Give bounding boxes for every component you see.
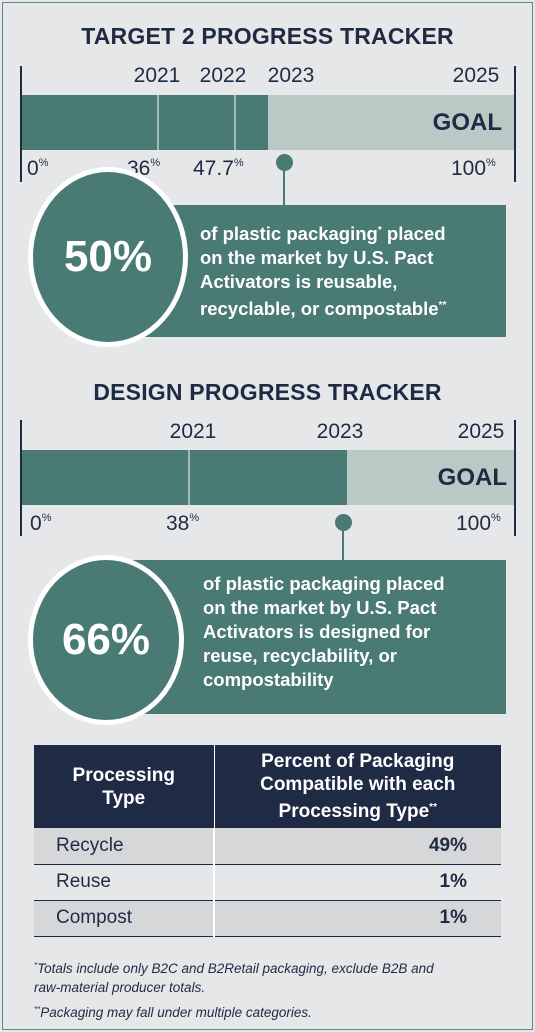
target2-divider-2021 [157, 95, 159, 150]
design-year-2023: 2023 [316, 420, 364, 443]
design-year-2021: 2021 [169, 420, 217, 443]
table-header-percent: Percent of Packaging Compatible with eac… [214, 745, 501, 828]
target2-stat-value: 50% [63, 232, 153, 281]
table-cell-percent: 49% [214, 828, 501, 865]
target2-stat-circle: 50% [28, 167, 188, 347]
table-cell-type: Reuse [34, 864, 215, 901]
design-stat-value: 66% [61, 615, 151, 664]
processing-type-table: Processing Type Percent of Packaging Com… [34, 745, 501, 937]
table-cell-type: Recycle [34, 828, 215, 865]
design-axis-right [514, 420, 516, 536]
design-progress-bar: GOAL [22, 450, 514, 505]
design-marker-0: 0% [30, 512, 52, 535]
target2-year-2021: 2021 [133, 64, 181, 87]
footnote-totals: *Totals include only B2C and B2Retail pa… [34, 961, 434, 995]
target2-marker-47-7: 47.7% [193, 157, 244, 180]
target2-year-2023: 2023 [267, 64, 315, 87]
table-header-row: Processing Type Percent of Packaging Com… [34, 745, 501, 828]
table-cell-percent: 1% [214, 864, 501, 901]
target2-axis-left [20, 66, 22, 182]
design-title: DESIGN PROGRESS TRACKER [93, 379, 442, 405]
target2-marker-0: 0% [27, 157, 49, 180]
target2-title: TARGET 2 PROGRESS TRACKER [81, 23, 454, 49]
table-row: Recycle 49% [34, 828, 501, 865]
design-goal-label: GOAL [437, 464, 507, 491]
design-current-marker-stem [342, 525, 344, 560]
design-divider-2021 [188, 450, 190, 505]
target2-year-2025: 2025 [452, 64, 500, 87]
target2-progress-bar: GOAL [22, 95, 514, 150]
target2-current-marker-stem [283, 165, 285, 205]
design-year-2025: 2025 [457, 420, 505, 443]
design-marker-100: 100% [456, 512, 501, 535]
design-current-marker-dot [335, 514, 352, 531]
target2-divider-2022 [234, 95, 236, 150]
table-header-processing-type: Processing Type [34, 745, 215, 828]
target2-goal-label: GOAL [432, 109, 502, 136]
target2-progress-fill [22, 95, 268, 150]
table-cell-type: Compost [34, 900, 215, 937]
design-stat-circle: 66% [28, 555, 184, 725]
target2-marker-100: 100% [451, 157, 496, 180]
design-marker-38: 38% [166, 512, 200, 535]
table-row: Reuse 1% [34, 864, 501, 901]
footnote-multiple-categories: **Packaging may fall under multiple cate… [34, 1005, 312, 1020]
target2-current-marker-dot [276, 154, 293, 171]
target2-year-2022: 2022 [199, 64, 247, 87]
design-progress-fill [22, 450, 347, 505]
table-row: Compost 1% [34, 900, 501, 937]
table-cell-percent: 1% [214, 900, 501, 937]
design-axis-left [20, 420, 22, 536]
target2-axis-right [514, 66, 516, 182]
